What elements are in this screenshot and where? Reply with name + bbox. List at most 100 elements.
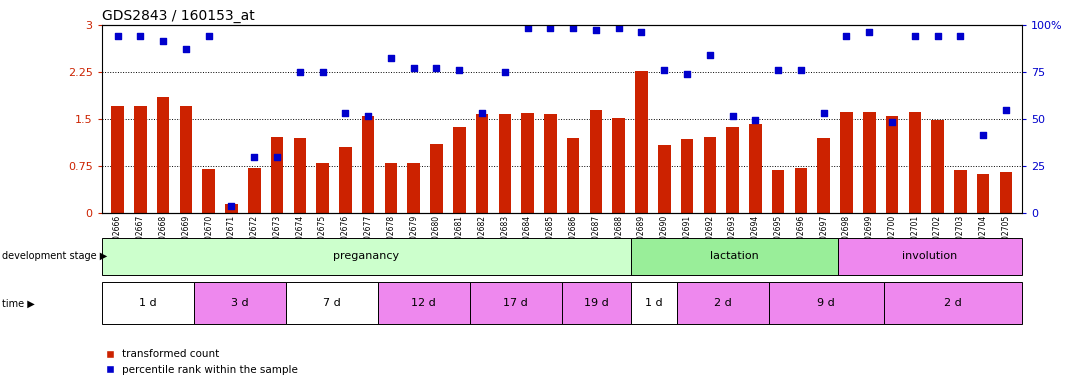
Point [701, 52, 718, 58]
Text: 2 d: 2 d [714, 298, 732, 308]
Text: 17 d: 17 d [503, 298, 529, 308]
Point [496, 69, 514, 75]
Bar [676, 282, 768, 324]
Bar [293, 138, 306, 213]
Point [884, 119, 901, 125]
Point [406, 65, 423, 71]
Point [178, 46, 195, 52]
Text: involution: involution [902, 251, 958, 262]
Text: development stage ▶: development stage ▶ [2, 251, 107, 262]
Point [952, 33, 969, 39]
Point [975, 132, 992, 138]
Point [246, 154, 263, 160]
Bar [102, 282, 194, 324]
Point [860, 30, 877, 36]
Bar [134, 106, 147, 213]
Text: 7 d: 7 d [323, 298, 340, 308]
Text: 19 d: 19 d [584, 298, 609, 308]
Bar [286, 282, 378, 324]
Bar [499, 114, 511, 213]
Bar [977, 174, 990, 213]
Point [428, 65, 445, 71]
Point [109, 33, 126, 39]
Bar [384, 163, 397, 213]
Point [929, 33, 946, 39]
Bar [658, 146, 671, 213]
Point [747, 117, 764, 123]
Point [269, 154, 286, 160]
Point [450, 67, 468, 73]
Bar [194, 282, 286, 324]
Bar [180, 106, 193, 213]
Point [314, 69, 331, 75]
Point [633, 30, 651, 36]
Point [587, 27, 605, 33]
Bar [636, 71, 647, 213]
Bar [840, 111, 853, 213]
Point [154, 38, 171, 44]
Point [769, 67, 786, 73]
Point [793, 67, 810, 73]
Bar [408, 163, 419, 213]
Text: 9 d: 9 d [817, 298, 836, 308]
Bar [378, 282, 470, 324]
Text: time ▶: time ▶ [2, 298, 35, 308]
Point [519, 25, 536, 31]
Bar [590, 110, 602, 213]
Bar [768, 282, 884, 324]
Bar [362, 116, 374, 213]
Point [473, 110, 490, 116]
Point [997, 107, 1014, 113]
Text: preganancy: preganancy [333, 251, 399, 262]
Bar [339, 147, 352, 213]
Bar [248, 168, 260, 213]
Bar [727, 127, 739, 213]
Point [382, 55, 399, 61]
Bar [954, 170, 966, 213]
Point [815, 110, 832, 116]
Point [223, 202, 240, 209]
Bar [884, 282, 1022, 324]
Point [360, 113, 377, 119]
Bar [567, 138, 579, 213]
Bar [545, 114, 556, 213]
Text: lactation: lactation [709, 251, 759, 262]
Text: 1 d: 1 d [139, 298, 156, 308]
Point [678, 71, 696, 77]
Point [200, 33, 217, 39]
Bar [271, 137, 284, 213]
Point [565, 25, 582, 31]
Bar [612, 118, 625, 213]
Bar [771, 170, 784, 213]
Bar [202, 169, 215, 213]
Point [132, 33, 149, 39]
Bar [521, 113, 534, 213]
Bar [476, 114, 488, 213]
Bar [681, 139, 693, 213]
Bar [102, 238, 631, 275]
Point [610, 25, 627, 31]
Bar [562, 282, 631, 324]
Point [724, 113, 742, 119]
Bar [838, 238, 1022, 275]
Bar [999, 172, 1012, 213]
Text: 12 d: 12 d [411, 298, 437, 308]
Bar [111, 106, 124, 213]
Text: 3 d: 3 d [231, 298, 248, 308]
Bar [430, 144, 443, 213]
Bar [225, 204, 238, 213]
Point [906, 33, 923, 39]
Bar [317, 163, 328, 213]
Point [541, 25, 559, 31]
Legend: transformed count, percentile rank within the sample: transformed count, percentile rank withi… [102, 345, 303, 379]
Bar [749, 124, 762, 213]
Bar [886, 116, 899, 213]
Bar [863, 111, 875, 213]
Text: 1 d: 1 d [645, 298, 662, 308]
Bar [453, 127, 465, 213]
Point [838, 33, 855, 39]
Point [337, 110, 354, 116]
Bar [470, 282, 562, 324]
Text: 2 d: 2 d [944, 298, 962, 308]
Point [291, 69, 308, 75]
